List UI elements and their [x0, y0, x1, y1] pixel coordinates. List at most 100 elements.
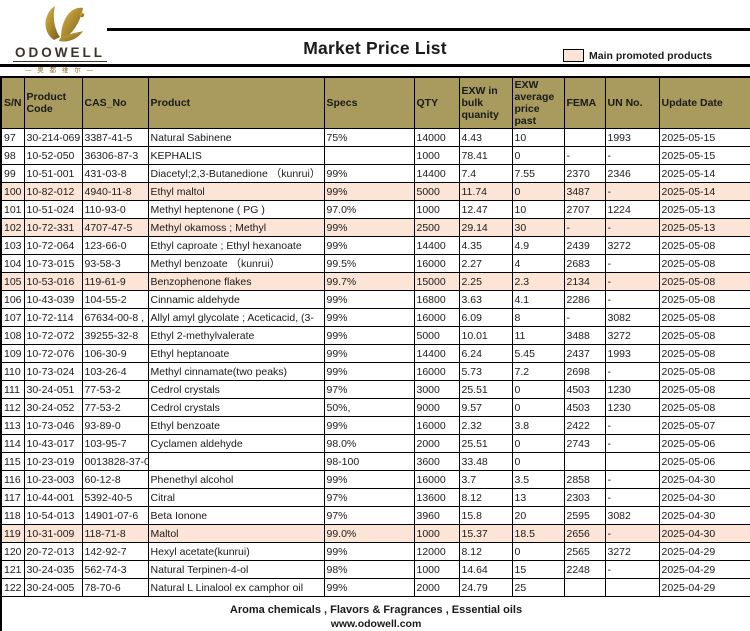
cell-sn: 120 — [0, 542, 25, 562]
cell-sn: 105 — [0, 272, 25, 292]
top-rule — [107, 28, 750, 31]
cell-un: 3272 — [604, 542, 660, 562]
cell-exw_avg: 10 — [511, 128, 565, 148]
cell-qty: 13600 — [413, 488, 460, 508]
cell-exw_avg: 0 — [511, 146, 565, 166]
cell-date: 2025-05-08 — [658, 236, 750, 256]
cell-qty: 2500 — [413, 218, 460, 238]
cell-code: 10-43-039 — [23, 290, 83, 310]
cell-code: 10-44-001 — [23, 488, 83, 508]
cell-product: Hexyl acetate(kunrui) — [147, 542, 325, 562]
table-row: 108 10-72-072 39255-32-8 Ethyl 2-methylvale… — [0, 326, 750, 346]
cell-date: 2025-05-08 — [658, 344, 750, 364]
table-row: 102 10-72-331 4707-47-5 Methyl okamoss ; Me… — [0, 218, 750, 238]
flower-icon — [45, 6, 85, 42]
cell-product: Allyl amyl glycolate ; Aceticacid, (3- — [147, 308, 325, 328]
cell-fema: 3488 — [563, 326, 606, 346]
cell-date: 2025-05-08 — [658, 290, 750, 310]
cell-date: 2025-05-06 — [658, 452, 750, 472]
cell-exw_bulk: 15.8 — [458, 506, 513, 526]
cell-product — [147, 452, 325, 472]
cell-date: 2025-05-08 — [658, 308, 750, 328]
table-row: 115 10-23-019 0013828-37-0 98-100 3600 33.48 0… — [0, 452, 750, 472]
table-row: 107 10-72-114 67634-00-8 , Allyl amyl glyco… — [0, 308, 750, 328]
cell-sn: 110 — [0, 362, 25, 382]
cell-fema: 2437 — [563, 344, 606, 364]
cell-exw_bulk: 33.48 — [458, 452, 513, 472]
cell-un: - — [604, 218, 660, 238]
cell-sn: 122 — [0, 578, 25, 598]
cell-date: 2025-05-08 — [658, 380, 750, 400]
cell-un: - — [604, 416, 660, 436]
cell-date: 2025-04-29 — [658, 578, 750, 598]
cell-exw_avg: 20 — [511, 506, 565, 526]
cell-cas: 103-26-4 — [81, 362, 149, 382]
cell-product: Cedrol crystals — [147, 380, 325, 400]
cell-qty: 14400 — [413, 164, 460, 184]
cell-cas: 119-61-9 — [81, 272, 149, 292]
cell-exw_avg: 4 — [511, 254, 565, 274]
cell-cas: 562-74-3 — [81, 560, 149, 580]
cell-qty: 14400 — [413, 236, 460, 256]
table-row: 100 10-82-012 4940-11-8 Ethyl maltol 99% 5000… — [0, 182, 750, 202]
cell-exw_avg: 7.2 — [511, 362, 565, 382]
col-header-specs: Specs — [323, 76, 415, 130]
cell-product: Natural L Linalool ex camphor oil — [147, 578, 325, 598]
cell-fema: - — [563, 146, 606, 166]
cell-exw_avg: 25 — [511, 578, 565, 598]
cell-un — [604, 578, 660, 598]
cell-product: Ethyl maltol — [147, 182, 325, 202]
cell-un: - — [604, 254, 660, 274]
cell-qty: 16000 — [413, 362, 460, 382]
cell-exw_avg: 3.5 — [511, 470, 565, 490]
price-table-body: 97 30-214-069 3387-41-5 Natural Sabinene 75%… — [0, 128, 750, 598]
cell-exw_bulk: 2.32 — [458, 416, 513, 436]
cell-qty: 15000 — [413, 272, 460, 292]
cell-exw_avg: 4.9 — [511, 236, 565, 256]
price-table: S/N Product Code CAS_No Product Specs QTY EXW … — [0, 76, 750, 631]
cell-code: 10-51-001 — [23, 164, 83, 184]
cell-qty: 1000 — [413, 200, 460, 220]
cell-product: Methyl heptenone ( PG ) — [147, 200, 325, 220]
cell-specs: 99.7% — [323, 272, 415, 292]
page-header: ODOWELL — 奥 都 维 尔 — Market Price List Ma… — [0, 0, 750, 76]
cell-sn: 109 — [0, 344, 25, 364]
table-row: 103 10-72-064 123-66-0 Ethyl caproate ; Eth… — [0, 236, 750, 256]
table-row: 99 10-51-001 431-03-8 Diacetyl;2,3-Butanedi… — [0, 164, 750, 184]
cell-sn: 104 — [0, 254, 25, 274]
cell-code: 10-31-009 — [23, 524, 83, 544]
cell-code: 30-24-051 — [23, 380, 83, 400]
cell-date: 2025-05-08 — [658, 254, 750, 274]
cell-date: 2025-04-29 — [658, 542, 750, 562]
cell-qty: 16800 — [413, 290, 460, 310]
cell-specs: 99% — [323, 290, 415, 310]
cell-date: 2025-04-29 — [658, 560, 750, 580]
cell-qty: 3000 — [413, 380, 460, 400]
cell-fema: 2248 — [563, 560, 606, 580]
cell-sn: 118 — [0, 506, 25, 526]
cell-specs: 50%, — [323, 398, 415, 418]
cell-fema: 2698 — [563, 362, 606, 382]
cell-exw_avg: 3.8 — [511, 416, 565, 436]
footer-cell: Aroma chemicals , Flavors & Fragrances ,… — [0, 596, 750, 631]
cell-sn: 98 — [0, 146, 25, 166]
cell-cas: 123-66-0 — [81, 236, 149, 256]
footer-website-link[interactable]: www.odowell.com — [330, 617, 422, 630]
cell-code: 30-24-005 — [23, 578, 83, 598]
cell-fema: 2858 — [563, 470, 606, 490]
cell-exw_bulk: 10.01 — [458, 326, 513, 346]
cell-cas: 77-53-2 — [81, 380, 149, 400]
cell-date: 2025-05-08 — [658, 362, 750, 382]
cell-fema: 2439 — [563, 236, 606, 256]
cell-code: 10-82-012 — [23, 182, 83, 202]
footer-tagline: Aroma chemicals , Flavors & Fragrances ,… — [229, 603, 523, 616]
table-row: 117 10-44-001 5392-40-5 Citral 97% 13600 8.12 1… — [0, 488, 750, 508]
cell-code: 10-23-003 — [23, 470, 83, 490]
footer-row: Aroma chemicals , Flavors & Fragrances ,… — [0, 596, 750, 631]
cell-exw_bulk: 2.25 — [458, 272, 513, 292]
cell-exw_avg: 0 — [511, 398, 565, 418]
cell-specs: 99% — [323, 308, 415, 328]
cell-specs: 99% — [323, 326, 415, 346]
promoted-legend-label: Main promoted products — [589, 49, 713, 62]
cell-specs: 99% — [323, 542, 415, 562]
